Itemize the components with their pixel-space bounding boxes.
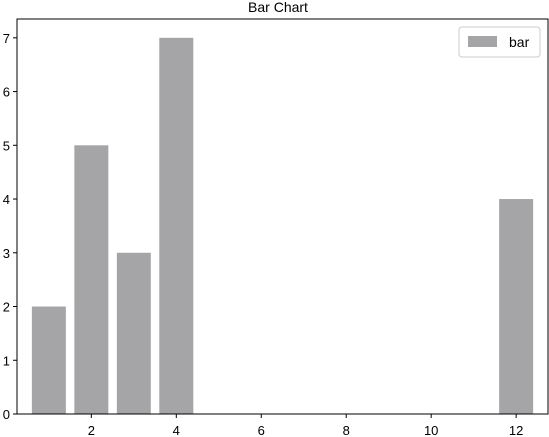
y-tick-label: 5 (3, 138, 10, 153)
y-tick-label: 3 (3, 246, 10, 261)
x-tick-label: 10 (424, 423, 438, 437)
x-tick-label: 2 (88, 423, 95, 437)
legend-label: bar (509, 34, 530, 50)
bar (159, 37, 194, 415)
x-tick-label: 6 (258, 423, 265, 437)
y-tick-label: 6 (3, 85, 10, 100)
legend: bar (458, 26, 541, 58)
chart-title: Bar Chart (248, 0, 308, 15)
plot-frame (16, 18, 549, 415)
x-tick-label: 12 (509, 423, 523, 437)
y-tick-label: 4 (3, 192, 10, 207)
y-tick-label: 0 (3, 407, 10, 422)
bar (116, 252, 151, 414)
y-tick-label: 2 (3, 300, 10, 315)
y-tick-label: 7 (3, 31, 10, 46)
bars-layer (31, 37, 534, 415)
bar (31, 306, 66, 414)
bar (74, 145, 109, 414)
x-tick-label: 8 (343, 423, 350, 437)
legend-box (458, 26, 541, 58)
x-tick-label: 4 (173, 423, 180, 437)
bar (499, 199, 534, 414)
y-tick-label: 1 (3, 353, 10, 368)
legend-swatch (468, 36, 497, 47)
